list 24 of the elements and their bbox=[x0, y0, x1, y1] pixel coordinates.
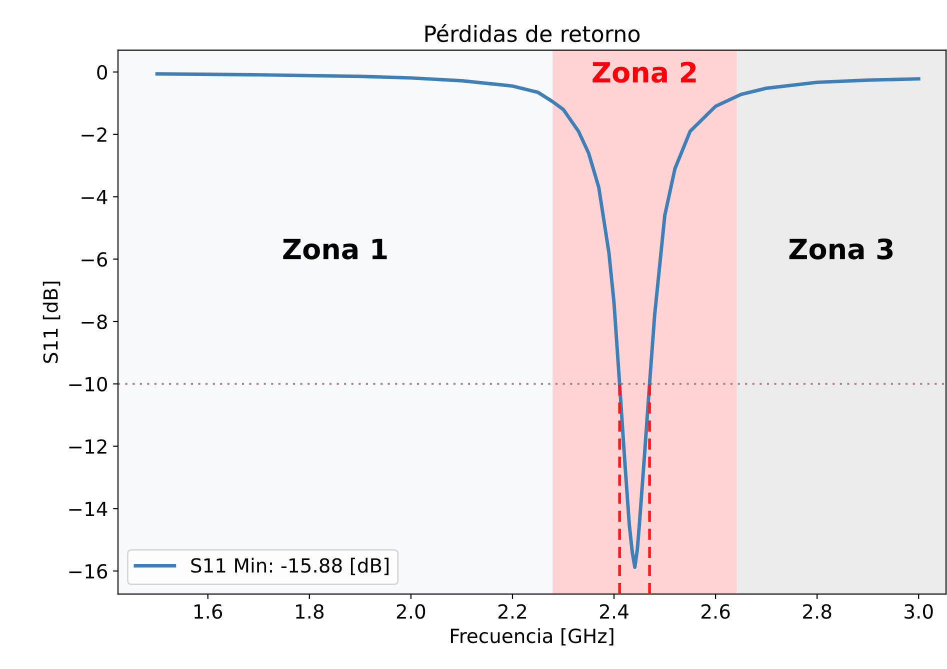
y-axis-title: S11 [dB] bbox=[42, 282, 60, 363]
x-tick-label: 1.8 bbox=[296, 604, 324, 619]
y-tick-label: −16 bbox=[69, 564, 108, 579]
y-tick-label: −6 bbox=[82, 252, 108, 267]
y-tick-label: 0 bbox=[97, 64, 107, 80]
band-label: Zona 2 bbox=[592, 62, 696, 83]
x-tick-label: 2.0 bbox=[396, 604, 426, 619]
x-axis-title: Frecuencia [GHz] bbox=[451, 628, 614, 646]
x-tick-label: 2.6 bbox=[702, 604, 730, 619]
x-tick-label: 1.6 bbox=[194, 604, 222, 619]
y-tick-label: −10 bbox=[69, 376, 107, 392]
x-tick-label: 2.8 bbox=[803, 604, 832, 619]
x-tick-label: 3.0 bbox=[904, 604, 933, 619]
x-tick-label: 2.2 bbox=[498, 604, 526, 619]
y-tick-label: −2 bbox=[82, 127, 106, 142]
chart-title: Pérdidas de retorno bbox=[425, 24, 640, 42]
y-tick-label: −12 bbox=[69, 439, 106, 454]
y-tick-label: −4 bbox=[82, 190, 108, 204]
band-label: Zona 1 bbox=[283, 238, 387, 260]
band-label: Zona 3 bbox=[789, 238, 893, 260]
y-tick-label: −8 bbox=[82, 314, 107, 330]
x-tick-label: 2.4 bbox=[600, 604, 628, 619]
y-tick-label: −14 bbox=[69, 502, 108, 516]
legend-label: S11 Min: -15.88 [dB] bbox=[191, 558, 388, 576]
